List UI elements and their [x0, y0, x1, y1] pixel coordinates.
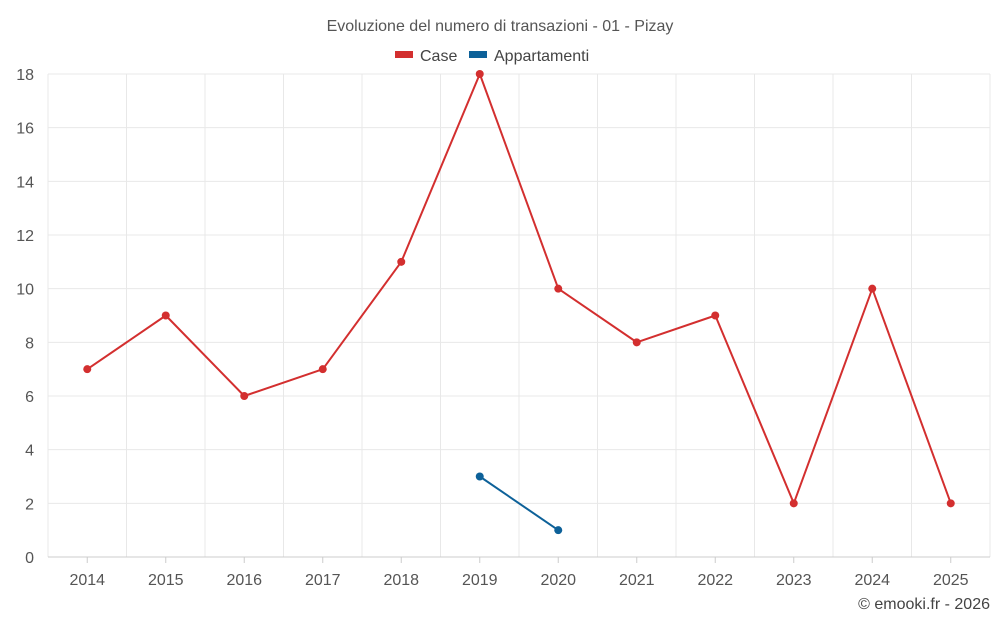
series-line-appartamenti — [479, 475, 559, 532]
x-tick-label: 2021 — [619, 572, 655, 589]
x-tick-label: 2025 — [933, 572, 969, 589]
data-point-case[interactable] — [789, 499, 798, 508]
y-tick-label: 6 — [25, 389, 34, 406]
legend-item-case[interactable]: Case — [395, 48, 457, 65]
y-tick-label: 14 — [16, 174, 34, 191]
legend-label-case: Case — [420, 48, 457, 65]
x-tick-label: 2014 — [69, 572, 105, 589]
data-point-appartamenti[interactable] — [554, 526, 563, 535]
data-point-case[interactable] — [554, 284, 563, 293]
y-tick-label: 12 — [16, 228, 34, 245]
x-tick-label: 2020 — [540, 572, 576, 589]
data-point-case[interactable] — [711, 311, 720, 320]
series-line-case — [86, 73, 952, 505]
y-tick-label: 8 — [25, 335, 34, 352]
chart-title: Evoluzione del numero di transazioni - 0… — [327, 18, 674, 35]
legend[interactable]: Case Appartamenti — [395, 48, 589, 65]
legend-label-appartamenti: Appartamenti — [494, 48, 589, 65]
y-tick-label: 18 — [16, 67, 34, 84]
x-tick-label: 2023 — [776, 572, 812, 589]
data-point-case[interactable] — [161, 311, 170, 320]
data-point-case[interactable] — [240, 392, 249, 400]
x-tick-label: 2016 — [226, 572, 262, 589]
y-axis: 0 2 4 6 8 10 12 14 16 18 — [16, 67, 34, 567]
grid — [47, 73, 991, 558]
data-point-case[interactable] — [397, 257, 406, 266]
data-point-case[interactable] — [318, 365, 327, 374]
data-point-case[interactable] — [946, 499, 955, 508]
legend-item-appartamenti[interactable]: Appartamenti — [469, 48, 589, 65]
x-tick-label: 2022 — [697, 572, 733, 589]
x-axis: 2014 2015 2016 2017 2018 2019 2020 2021 2022 2023… — [48, 556, 990, 589]
x-tick-label: 2017 — [305, 572, 341, 589]
x-tick-label: 2015 — [148, 572, 184, 589]
series-appartamenti — [475, 472, 563, 535]
legend-swatch-case — [395, 51, 413, 58]
data-point-case[interactable] — [475, 70, 484, 78]
y-tick-label: 16 — [16, 121, 34, 138]
x-tick-label: 2024 — [854, 572, 890, 589]
data-point-appartamenti[interactable] — [475, 472, 484, 481]
data-point-case[interactable] — [868, 284, 877, 293]
series-layer — [83, 70, 955, 535]
y-tick-label: 4 — [25, 443, 34, 460]
series-case — [83, 70, 955, 508]
x-tick-label: 2019 — [462, 572, 498, 589]
data-point-case[interactable] — [632, 338, 641, 347]
credit-text: © emooki.fr - 2026 — [858, 596, 990, 613]
y-tick-label: 10 — [16, 282, 34, 299]
y-tick-label: 2 — [25, 496, 34, 513]
data-point-case[interactable] — [83, 365, 92, 374]
legend-swatch-appartamenti — [469, 51, 487, 58]
y-tick-label: 0 — [25, 550, 34, 567]
x-tick-label: 2018 — [383, 572, 419, 589]
